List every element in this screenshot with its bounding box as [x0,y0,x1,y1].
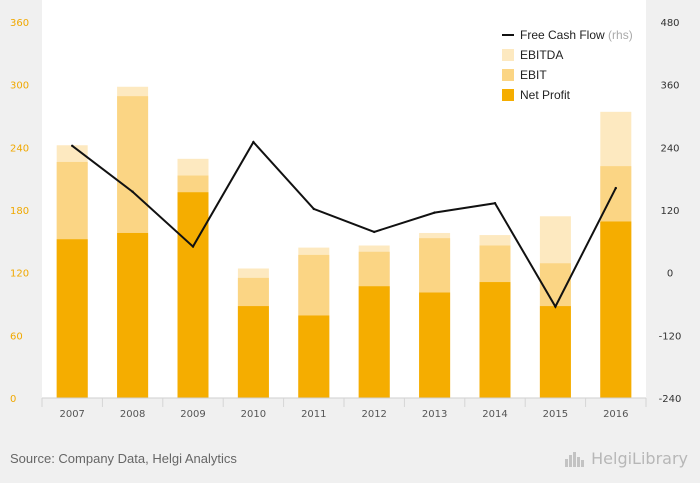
y-right-tick-label: 360 [660,81,679,92]
fcf-point [252,140,255,144]
y-right-tick-label: 240 [660,143,679,154]
chart: 0 60 120 180 240 300 360 -240 -120 0 120 240 360 480 2… [10,0,682,420]
fcf-point [493,202,497,205]
legend-swatch-net-profit [502,89,514,101]
x-tick-label: 2010 [241,409,266,420]
fcf-point [71,144,74,147]
fcf-point [373,230,376,234]
x-tick-label: 2015 [543,409,568,420]
y-right-tick-label: 120 [660,206,679,217]
y-right-tick-label: -120 [659,331,682,342]
y-left-tick-label: 360 [10,18,29,29]
bar-net-profit [298,315,330,398]
legend-label-ebit: EBIT [520,68,547,82]
fcf-point [554,305,557,308]
y-left-tick-label: 180 [10,206,29,217]
x-tick-label: 2008 [120,409,145,420]
x-tick-label: 2011 [301,409,326,420]
legend-swatch-ebit [502,69,514,81]
bar-net-profit [600,221,632,398]
x-tick-label: 2012 [361,409,386,420]
bar-net-profit [479,282,511,398]
fcf-point [614,186,617,190]
bar-net-profit [117,232,149,398]
y-left-tick-label: 0 [10,394,16,405]
fcf-point [433,211,436,214]
legend-label-suffix: (rhs) [605,28,633,42]
x-tick-label: 2009 [180,409,205,420]
x-tick-label: 2007 [59,409,84,420]
bar-net-profit [56,239,88,398]
logo-text: HelgiLibrary [591,449,688,468]
bar-net-profit [419,292,451,398]
x-tick-label: 2014 [482,409,507,420]
y-left-tick-label: 120 [10,269,29,280]
y-right-tick-label: -240 [659,394,682,405]
y-right-tick-label: 0 [667,269,673,280]
bar-net-profit [539,306,571,398]
fcf-point [191,245,195,248]
bar-net-profit [358,286,390,398]
source-note: Source: Company Data, Helgi Analytics [10,451,237,466]
helgi-library-logo[interactable]: HelgiLibrary [564,449,688,468]
y-left-tick-label: 60 [10,331,23,342]
legend-swatch-ebitda [502,49,514,61]
y-right-tick-label: 480 [660,18,679,29]
legend-label-net-profit: Net Profit [520,88,571,102]
fcf-point [131,190,134,193]
legend-label-free-cash-flow: Free Cash Flow (rhs) [520,28,633,42]
bar-net-profit [177,192,209,398]
x-tick-label: 2013 [422,409,447,420]
y-left-tick-label: 300 [10,81,29,92]
y-left-tick-label: 240 [10,143,29,154]
legend-label-ebitda: EBITDA [520,48,563,62]
fcf-point [312,207,315,211]
bar-net-profit [237,306,269,398]
x-tick-label: 2016 [603,409,628,420]
line-free-cash-flow [71,140,617,309]
city-skyline-icon [565,451,585,467]
